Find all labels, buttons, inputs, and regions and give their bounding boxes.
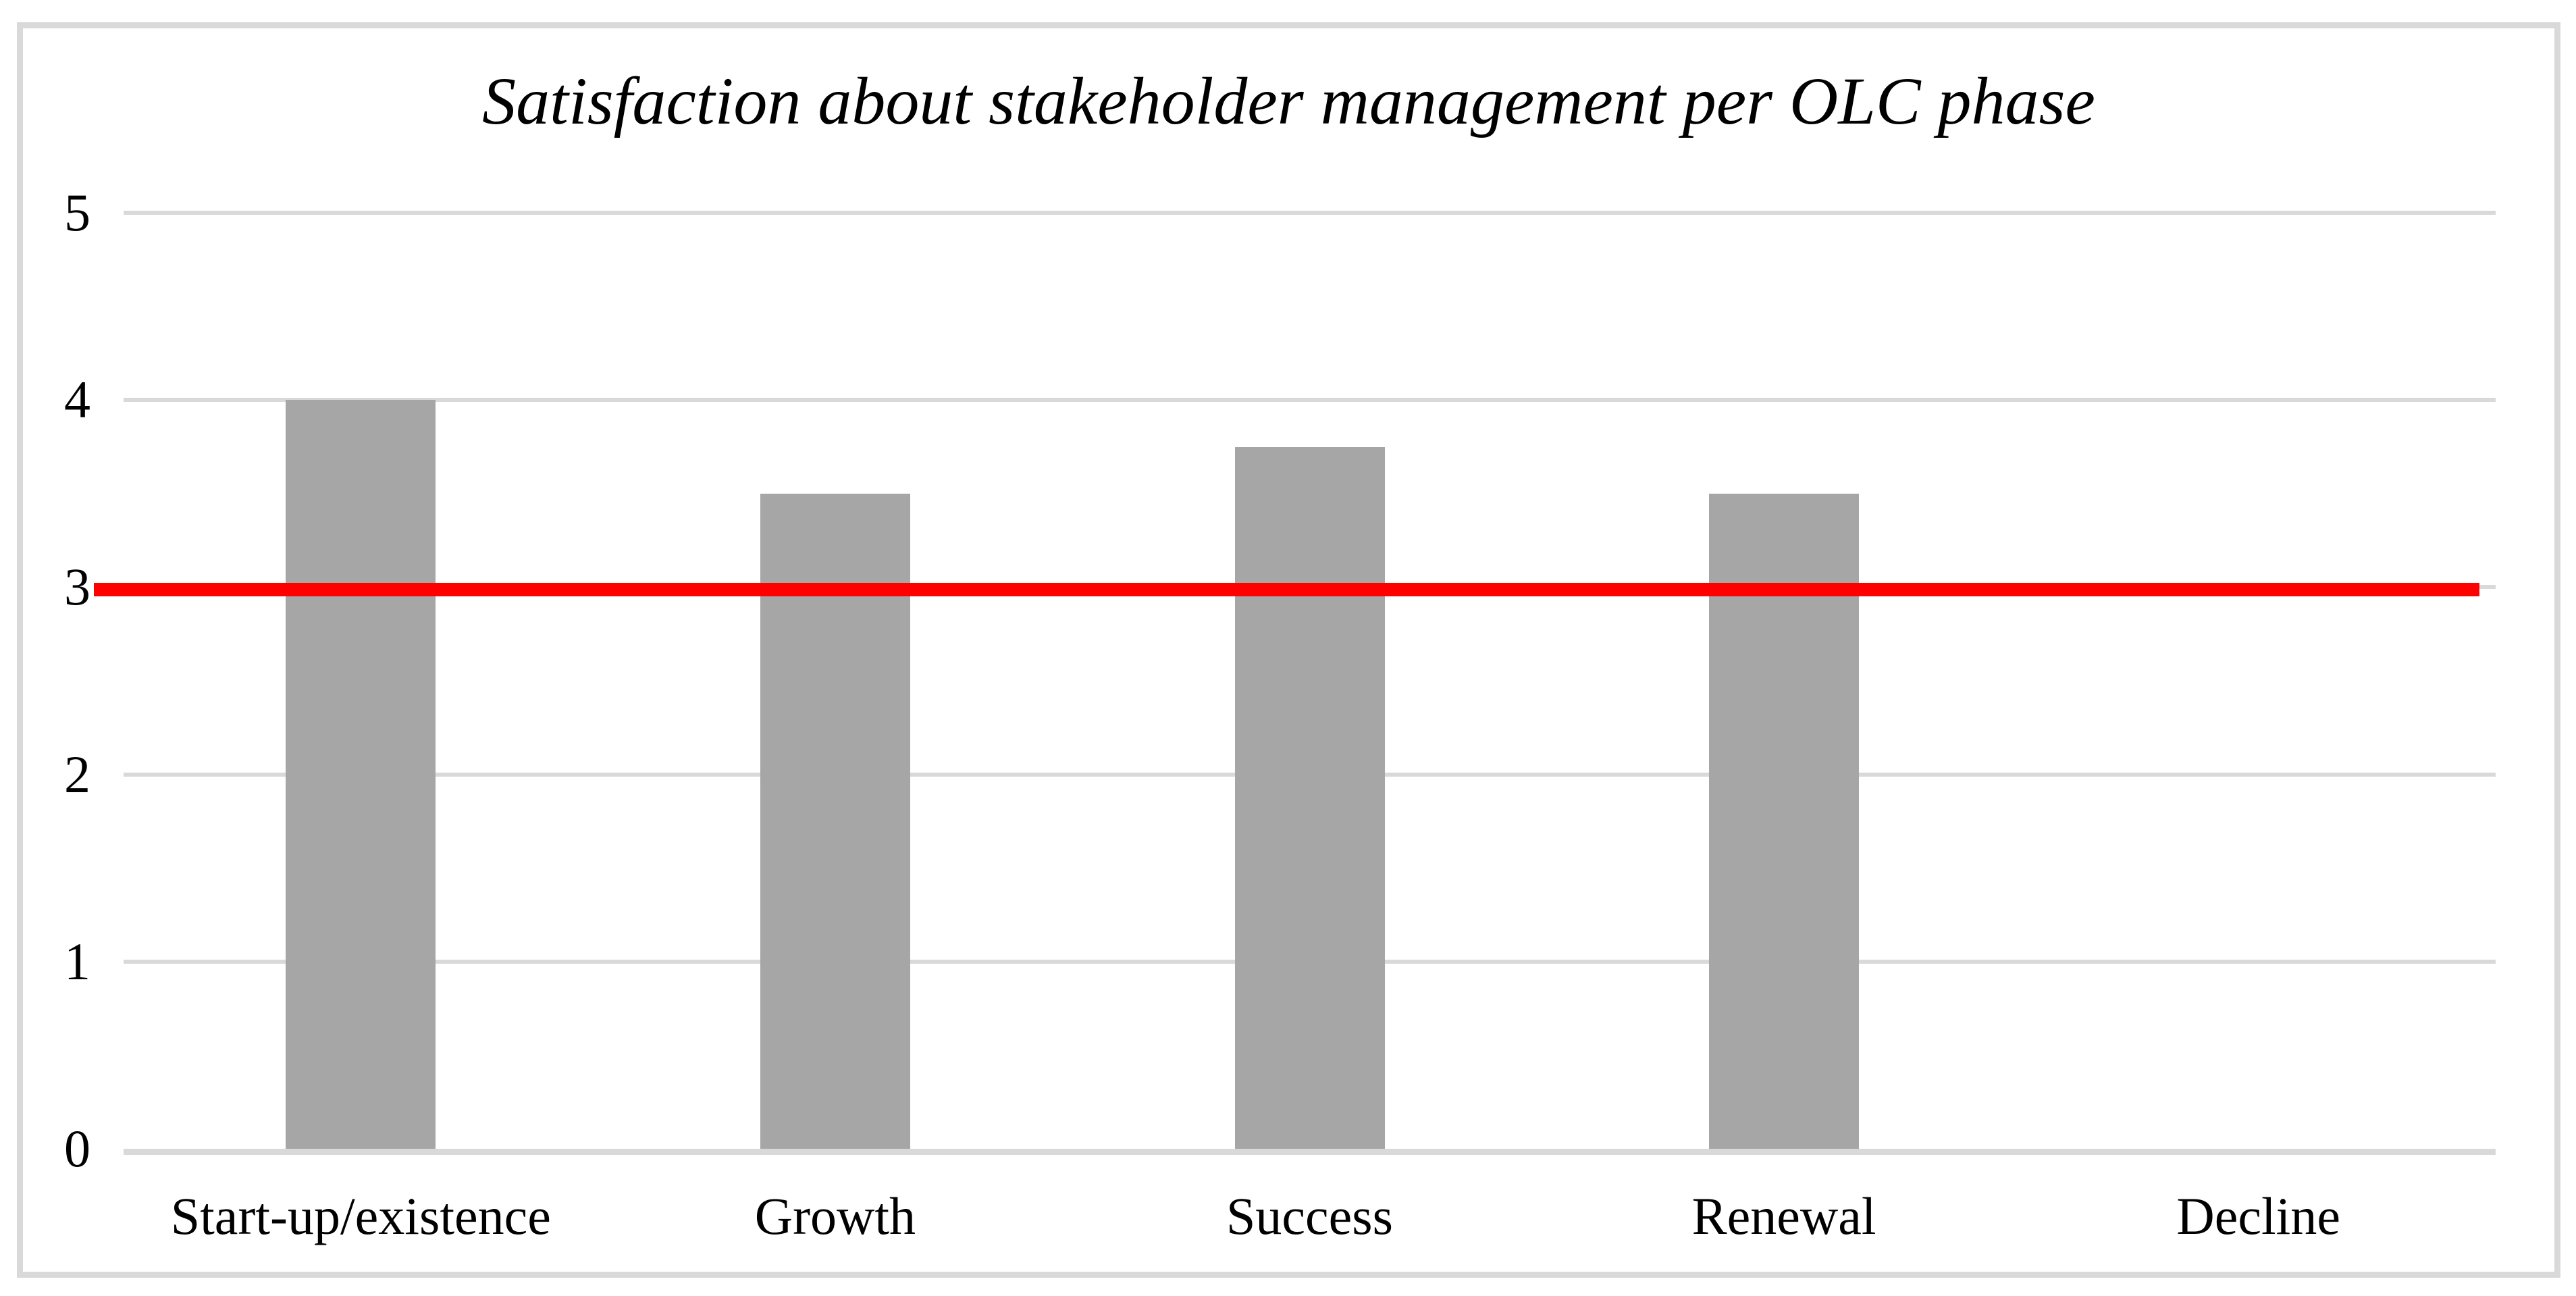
y-tick-label: 5 [64, 183, 90, 242]
chart-frame: Satisfaction about stakeholder managemen… [17, 22, 2560, 1278]
x-category-label: Decline [2176, 1187, 2340, 1245]
plot-area [124, 211, 2496, 1155]
y-axis-labels: 0 1 2 3 4 5 [23, 183, 90, 1178]
bar-success [1234, 446, 1385, 1149]
y-tick-label: 1 [64, 931, 90, 991]
reference-line [94, 583, 2479, 597]
x-axis-labels: Start-up/existence Growth Success Renewal De… [124, 1155, 2496, 1270]
y-tick-label: 4 [64, 370, 90, 430]
x-category-label: Success [1226, 1187, 1393, 1245]
bar-start-up-existence [286, 400, 436, 1149]
gridline [124, 211, 2496, 215]
bar-renewal [1709, 493, 1860, 1149]
x-category-label: Start-up/existence [170, 1187, 551, 1245]
bar-growth [760, 493, 910, 1149]
y-tick-label: 2 [64, 744, 90, 804]
chart-title: Satisfaction about stakeholder managemen… [482, 63, 2095, 138]
x-category-label: Renewal [1691, 1187, 1876, 1245]
y-tick-label: 3 [64, 557, 90, 617]
y-tick-label: 0 [64, 1119, 90, 1178]
x-category-label: Growth [754, 1187, 916, 1245]
gridline [124, 398, 2496, 403]
